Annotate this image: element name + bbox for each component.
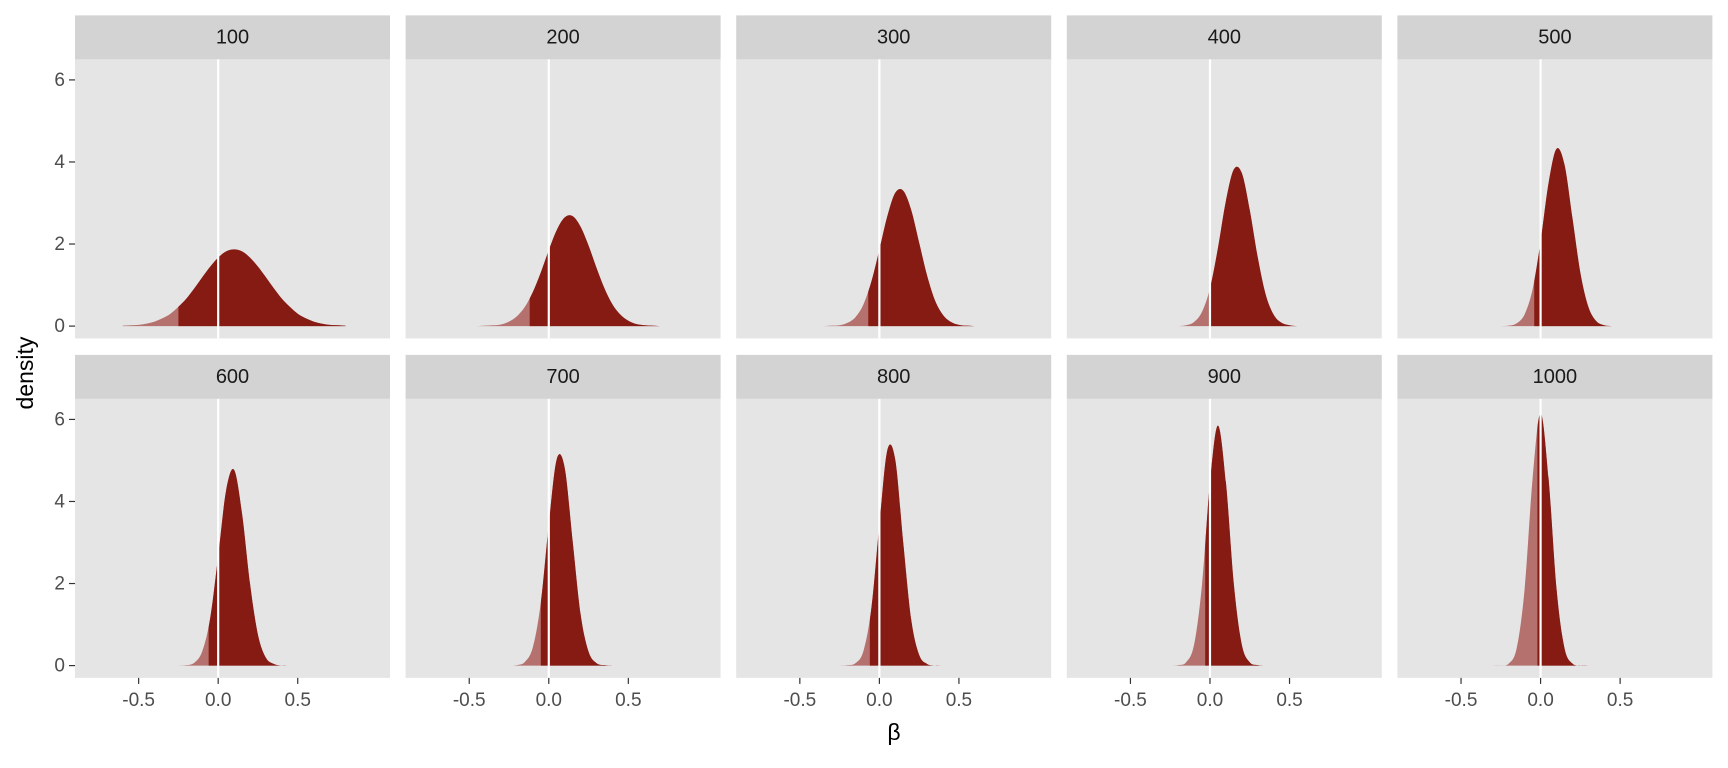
y-tick-label: 6 — [54, 70, 65, 91]
strip-label: 600 — [216, 366, 249, 388]
strip — [736, 354, 1052, 399]
density-area — [1534, 148, 1668, 327]
x-tick-label: 0.0 — [1197, 690, 1223, 711]
x-tick-label: 0.0 — [205, 690, 231, 711]
strip-label: 500 — [1538, 27, 1571, 49]
x-tick-label: 0.0 — [1527, 690, 1553, 711]
x-tick-label: -0.5 — [1445, 690, 1478, 711]
x-tick-label: -0.5 — [1114, 690, 1147, 711]
strip — [1397, 354, 1713, 399]
strip — [1066, 15, 1382, 60]
y-tick-label: 0 — [54, 316, 65, 337]
y-tick-label: 2 — [54, 234, 65, 255]
strip — [405, 15, 721, 60]
x-tick-label: -0.5 — [783, 690, 816, 711]
y-tick-label: 4 — [54, 152, 65, 173]
y-tick-label: 4 — [54, 491, 65, 512]
strip — [75, 15, 390, 60]
strip — [1397, 15, 1713, 60]
x-tick-label: 0.0 — [536, 690, 562, 711]
y-tick-label: 2 — [54, 574, 65, 595]
x-tick-label: -0.5 — [122, 690, 155, 711]
x-tick-label: 0.0 — [866, 690, 892, 711]
x-tick-label: 0.5 — [946, 690, 972, 711]
strip-label: 400 — [1208, 27, 1241, 49]
strip-label: 900 — [1208, 366, 1241, 388]
strip — [75, 354, 390, 399]
strip-label: 200 — [546, 27, 579, 49]
x-tick-label: 0.5 — [1607, 690, 1633, 711]
y-tick-label: 0 — [54, 656, 65, 677]
x-tick-label: 0.5 — [615, 690, 641, 711]
x-axis-title: β — [887, 719, 900, 745]
strip — [405, 354, 721, 399]
density-area — [178, 249, 346, 327]
y-axis-title: density — [12, 336, 38, 409]
density-area — [208, 469, 346, 666]
strip — [1066, 354, 1382, 399]
density-area — [1205, 425, 1338, 666]
x-tick-label: -0.5 — [453, 690, 486, 711]
density-area — [868, 188, 1007, 327]
density-area — [1209, 166, 1338, 327]
x-tick-label: 0.5 — [285, 690, 311, 711]
density-area — [540, 454, 677, 666]
strip-label: 800 — [877, 366, 910, 388]
density-area — [1537, 413, 1668, 666]
density-area — [529, 215, 677, 327]
strip-label: 300 — [877, 27, 910, 49]
strip-label: 1000 — [1533, 366, 1578, 388]
y-tick-label: 6 — [54, 409, 65, 430]
strip — [736, 15, 1052, 60]
strip-label: 100 — [216, 27, 249, 49]
x-tick-label: 0.5 — [1276, 690, 1302, 711]
density-area — [869, 444, 1007, 666]
strip-label: 700 — [546, 366, 579, 388]
